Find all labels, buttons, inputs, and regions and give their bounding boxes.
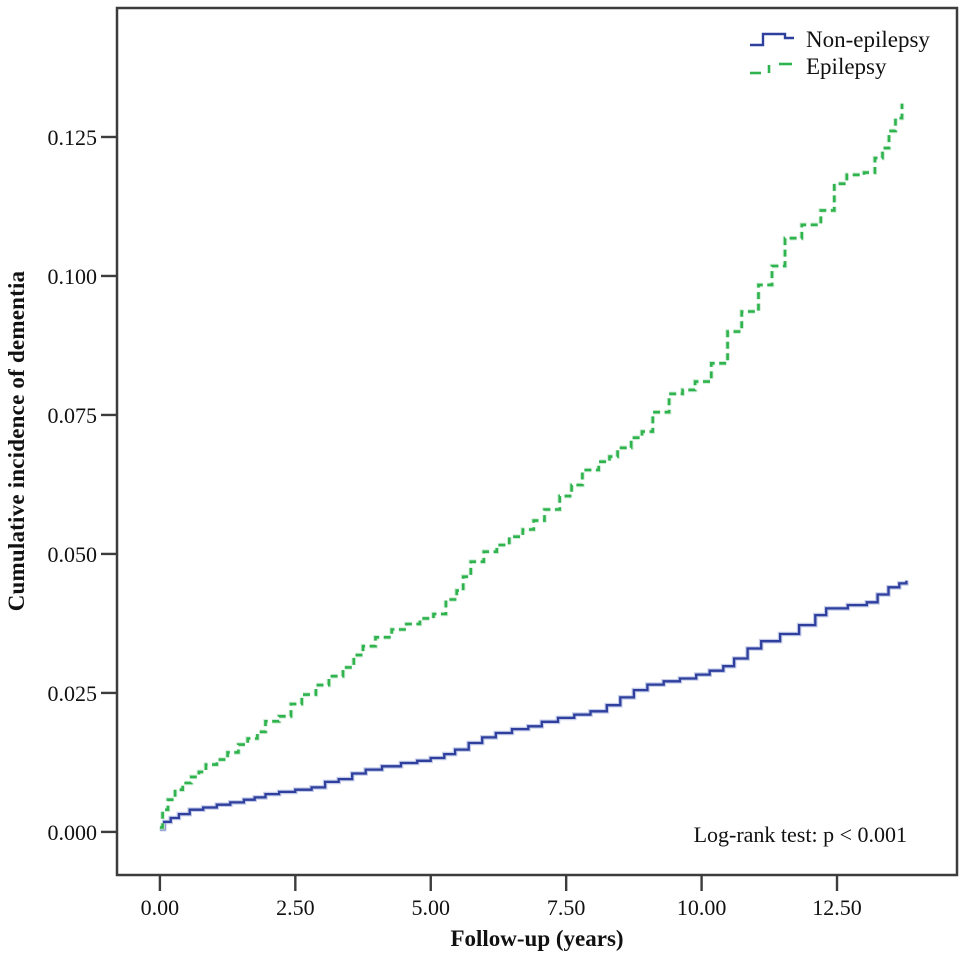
y-tick-label: 0.025 xyxy=(48,681,98,706)
x-tick-label: 2.50 xyxy=(276,895,315,920)
series-line-non-epilepsy xyxy=(159,580,908,831)
series-line-epilepsy xyxy=(159,103,904,829)
legend-label-non-epilepsy: Non-epilepsy xyxy=(806,27,930,52)
y-tick-label: 0.000 xyxy=(48,820,98,845)
y-tick-label: 0.100 xyxy=(48,264,98,289)
x-tick-label: 0.00 xyxy=(141,895,180,920)
x-tick-label: 5.00 xyxy=(411,895,450,920)
legend-entry-epilepsy: Epilepsy xyxy=(748,53,930,80)
series-halo-non-epilepsy xyxy=(159,580,909,832)
x-axis-title: Follow-up (years) xyxy=(450,926,624,951)
x-tick-label: 7.50 xyxy=(547,895,586,920)
plot-border xyxy=(115,6,959,877)
series-halo-epilepsy xyxy=(159,103,905,830)
legend-line-non-epilepsy-icon xyxy=(750,32,794,47)
legend: Non-epilepsy Epilepsy xyxy=(748,26,930,80)
log-rank-annotation: Log-rank test: p < 0.001 xyxy=(693,822,907,847)
legend-label-epilepsy: Epilepsy xyxy=(806,54,887,79)
legend-entry-non-epilepsy: Non-epilepsy xyxy=(748,26,930,53)
x-tick-label: 10.00 xyxy=(677,895,727,920)
legend-line-epilepsy-icon xyxy=(750,62,792,75)
y-tick-label: 0.075 xyxy=(48,403,98,428)
x-tick-label: 12.50 xyxy=(812,895,862,920)
y-tick-label: 0.125 xyxy=(48,125,98,150)
y-axis-title: Cumulative incidence of dementia xyxy=(4,270,29,612)
y-tick-label: 0.050 xyxy=(48,542,98,567)
